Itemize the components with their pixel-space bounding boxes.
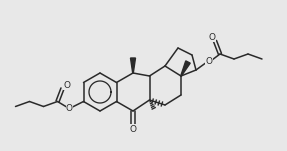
- Text: O: O: [63, 81, 70, 90]
- Polygon shape: [181, 61, 190, 76]
- Polygon shape: [131, 58, 135, 73]
- Text: O: O: [66, 104, 73, 113]
- Text: O: O: [129, 125, 137, 133]
- Text: O: O: [205, 56, 212, 66]
- Text: O: O: [208, 32, 216, 42]
